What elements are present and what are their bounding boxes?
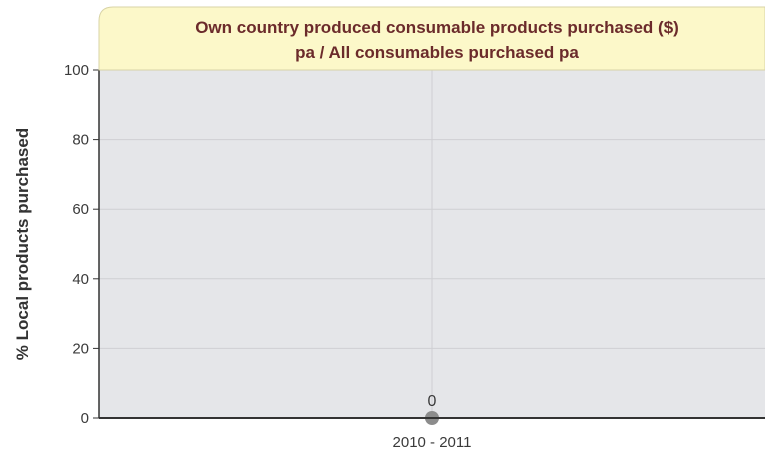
tick-labels: 0 20 40 60 80 100 2010 - 2011 xyxy=(64,62,472,451)
title-background xyxy=(98,6,765,71)
grid-lines xyxy=(99,69,765,418)
series: 0 xyxy=(99,393,765,425)
y-tick-label: 60 xyxy=(72,201,89,218)
y-tick-label: 40 xyxy=(72,271,89,288)
data-label: 0 xyxy=(428,393,437,410)
y-axis-label: % Local products purchased xyxy=(13,128,32,360)
y-tick-label: 20 xyxy=(72,340,89,357)
x-tick-label: 2010 - 2011 xyxy=(393,434,472,451)
chart-title-banner: Own country produced consumable products… xyxy=(98,6,765,71)
chart-title-line-2: pa / All consumables purchased pa xyxy=(295,43,579,62)
y-tick-label: 100 xyxy=(64,62,89,79)
y-tick-label: 80 xyxy=(72,132,89,149)
y-tick-label: 0 xyxy=(81,410,89,427)
chart-title-line-1: Own country produced consumable products… xyxy=(195,18,679,37)
